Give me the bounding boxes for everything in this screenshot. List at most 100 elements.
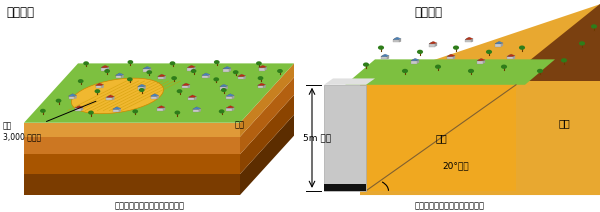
Circle shape [88,110,94,115]
Polygon shape [381,55,387,57]
Polygon shape [106,95,115,97]
Circle shape [104,69,110,73]
Polygon shape [157,95,159,99]
Polygon shape [417,60,419,64]
Polygon shape [263,85,266,88]
Polygon shape [226,106,232,108]
Polygon shape [238,74,245,77]
Bar [106,97,112,100]
Polygon shape [137,85,143,87]
Polygon shape [507,55,513,57]
Bar [193,109,199,112]
Polygon shape [513,56,515,59]
Bar [447,57,453,59]
Polygon shape [429,42,435,44]
Polygon shape [101,66,107,68]
Polygon shape [157,106,165,108]
Polygon shape [143,67,149,69]
Polygon shape [164,76,166,80]
Polygon shape [504,4,600,81]
Polygon shape [158,75,164,77]
Text: 盛土: 盛土 [435,133,447,143]
Bar [220,87,226,89]
Polygon shape [199,108,201,112]
Polygon shape [495,41,503,44]
Polygon shape [119,108,121,112]
Polygon shape [112,96,115,100]
Polygon shape [24,174,240,195]
Polygon shape [465,37,473,40]
Polygon shape [345,59,555,85]
Polygon shape [137,84,146,87]
Bar [137,87,143,89]
Bar [157,108,163,111]
Polygon shape [202,73,210,75]
Polygon shape [360,4,600,195]
Text: 谷埋め型: 谷埋め型 [6,6,34,19]
Circle shape [219,109,224,113]
Polygon shape [116,74,121,75]
Bar [158,77,164,80]
Polygon shape [223,66,231,69]
Polygon shape [226,86,228,89]
Polygon shape [71,78,164,114]
Circle shape [56,99,61,103]
Circle shape [256,61,262,65]
Polygon shape [24,137,240,154]
Bar [68,96,74,99]
Polygon shape [226,94,232,96]
Polygon shape [151,94,157,96]
Polygon shape [471,39,473,42]
Polygon shape [229,68,231,72]
Polygon shape [143,66,151,69]
Polygon shape [68,94,77,96]
Circle shape [221,88,227,92]
Polygon shape [113,107,121,109]
Polygon shape [477,59,483,61]
Polygon shape [324,78,375,85]
Bar [116,75,121,78]
Circle shape [537,69,543,73]
Polygon shape [220,84,228,87]
Circle shape [214,77,219,81]
Circle shape [133,109,138,113]
Polygon shape [240,63,294,137]
Circle shape [95,89,100,93]
Text: 地山: 地山 [235,120,245,129]
Circle shape [378,46,384,50]
Polygon shape [187,66,193,68]
Bar [477,61,483,64]
Circle shape [277,69,283,73]
Polygon shape [182,84,188,85]
Bar [113,109,119,112]
Bar [101,68,107,71]
Polygon shape [232,95,235,99]
Polygon shape [399,39,401,42]
Polygon shape [188,85,190,88]
Circle shape [453,46,459,50]
Text: 盛土
3,000 ㎡以上: 盛土 3,000 ㎡以上 [3,101,96,141]
Polygon shape [507,54,515,57]
Text: 「谷埋め型大規模盛土造成地」: 「谷埋め型大規模盛土造成地」 [115,201,185,210]
Circle shape [417,50,423,54]
Bar [95,85,101,88]
Polygon shape [202,74,208,75]
Circle shape [127,77,133,81]
Polygon shape [193,67,196,71]
Polygon shape [240,95,294,174]
Polygon shape [116,73,124,75]
Polygon shape [121,75,124,78]
Polygon shape [259,65,267,68]
Bar [75,108,81,111]
Polygon shape [257,84,263,85]
Circle shape [519,46,525,50]
Polygon shape [68,94,74,96]
Polygon shape [208,75,210,78]
Polygon shape [477,58,485,61]
Polygon shape [193,107,199,109]
Bar [393,39,399,42]
Circle shape [128,60,133,64]
Polygon shape [265,67,267,71]
Bar [495,44,501,47]
Circle shape [171,76,177,80]
